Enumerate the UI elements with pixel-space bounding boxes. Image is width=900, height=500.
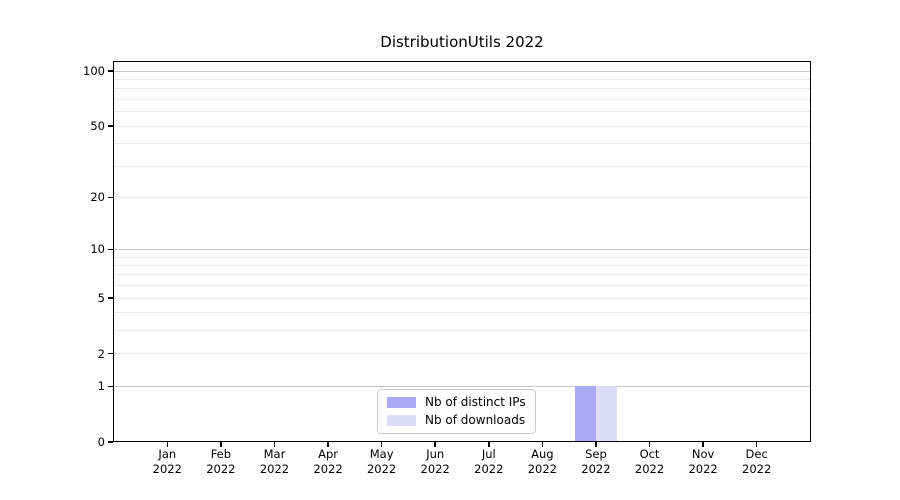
gridline-minor (113, 353, 811, 355)
page-title: DistributionUtils 2022 (380, 33, 544, 51)
gridline-minor (113, 285, 811, 287)
bar-distinct-ips (574, 386, 596, 442)
y-tick-label: 5 (97, 291, 105, 306)
y-axis-tick (108, 352, 113, 355)
x-tick-label: Jul 2022 (474, 447, 504, 476)
x-axis-tick (220, 442, 222, 447)
legend-swatch-distinct-ips (387, 396, 416, 408)
y-axis-tick (108, 248, 113, 251)
x-axis-tick (273, 442, 276, 447)
y-axis-tick (108, 125, 113, 127)
x-axis-tick (166, 442, 169, 447)
x-tick-label: Jun 2022 (420, 447, 450, 476)
legend-label-distinct-ips: Nb of distinct IPs (425, 395, 526, 409)
legend-item-distinct-ips: Nb of distinct IPs (387, 395, 526, 409)
bar-downloads (595, 386, 618, 442)
x-axis-tick (434, 442, 436, 447)
x-tick-label: Nov 2022 (688, 447, 718, 476)
gridline-major (113, 385, 811, 387)
gridline-major (113, 248, 811, 250)
gridline-minor (113, 143, 811, 145)
y-axis-tick (108, 196, 113, 199)
x-tick-label: Dec 2022 (742, 447, 772, 476)
x-axis-tick (327, 442, 329, 447)
x-axis-tick (541, 442, 544, 447)
y-axis-tick (108, 441, 113, 443)
legend-item-downloads: Nb of downloads (387, 413, 526, 427)
y-tick-label: 100 (83, 64, 105, 79)
gridline-minor (113, 312, 811, 314)
y-tick-label: 1 (97, 379, 105, 394)
x-tick-label: Aug 2022 (527, 447, 557, 476)
x-axis-tick (488, 442, 490, 447)
gridline-minor (113, 274, 811, 276)
x-tick-label: Sep 2022 (581, 447, 611, 476)
x-axis-tick (380, 442, 383, 447)
x-axis-tick (755, 442, 758, 447)
y-tick-label: 10 (90, 242, 105, 257)
gridline-minor (113, 264, 811, 266)
gridline-minor (113, 297, 811, 299)
gridline-major (113, 70, 811, 72)
x-tick-label: May 2022 (366, 447, 397, 476)
legend: Nb of distinct IPs Nb of downloads (377, 389, 536, 434)
gridline-minor (113, 79, 811, 81)
y-tick-label: 0 (97, 435, 105, 449)
y-tick-label: 20 (90, 190, 105, 205)
legend-swatch-downloads (387, 414, 416, 426)
x-tick-label: Jan 2022 (152, 447, 182, 476)
x-tick-label: Mar 2022 (259, 447, 290, 476)
y-tick-label: 2 (97, 346, 105, 361)
x-axis-tick (648, 442, 651, 447)
y-axis-tick (108, 70, 113, 72)
legend-label-downloads: Nb of downloads (425, 413, 526, 427)
gridline-minor (113, 256, 811, 258)
gridline-minor (113, 330, 811, 332)
gridline-minor (113, 88, 811, 90)
x-tick-label: Apr 2022 (313, 447, 343, 476)
gridline-minor (113, 196, 811, 198)
gridline-minor (113, 99, 811, 101)
gridline-minor (113, 125, 811, 127)
y-axis-tick (108, 297, 113, 299)
x-tick-label: Feb 2022 (206, 447, 236, 476)
gridline-minor (113, 165, 811, 167)
x-tick-label: Oct 2022 (634, 447, 665, 476)
gridline-minor (113, 111, 811, 113)
y-axis-tick (108, 385, 113, 388)
y-tick-label: 50 (90, 119, 105, 134)
x-axis-tick (702, 442, 704, 447)
x-axis-tick (595, 442, 597, 447)
